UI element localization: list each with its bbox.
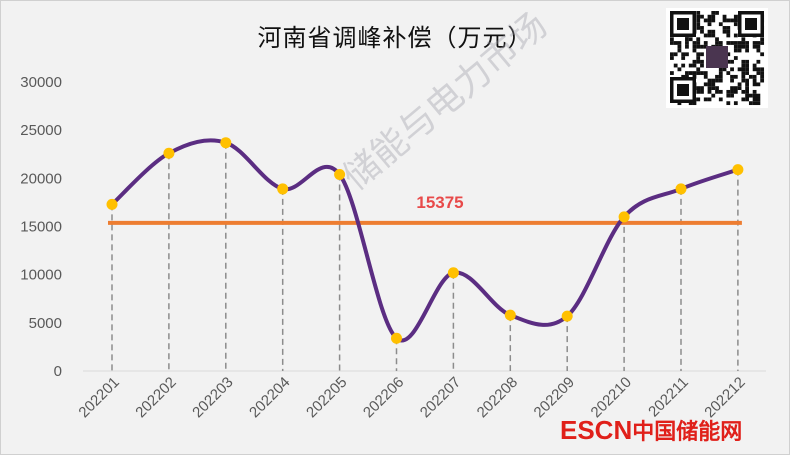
data-point xyxy=(447,267,459,279)
logo-latin: ESCN xyxy=(560,415,633,445)
data-point xyxy=(163,147,175,159)
data-point xyxy=(732,164,744,176)
data-point xyxy=(334,168,346,180)
qr-code-image xyxy=(670,11,765,106)
data-point xyxy=(391,332,402,344)
x-tick-label: 202202 xyxy=(132,374,179,421)
chart-title: 河南省调峰补偿（万元） xyxy=(257,24,533,52)
y-tick-label: 15000 xyxy=(20,219,62,236)
data-point xyxy=(277,183,289,195)
data-point xyxy=(561,310,573,322)
x-tick-label: 202206 xyxy=(360,374,407,421)
y-tick-label: 20000 xyxy=(20,170,62,187)
y-tick-label: 5000 xyxy=(29,315,62,332)
x-tick-label: 202203 xyxy=(189,374,236,421)
x-tick-label: 202205 xyxy=(303,374,350,421)
y-tick-label: 0 xyxy=(54,363,62,380)
qr-code xyxy=(666,8,768,108)
data-point xyxy=(220,137,232,149)
escn-logo: ESCN中国储能网 xyxy=(560,414,742,446)
logo-cn: 中国储能网 xyxy=(632,420,743,445)
x-tick-label: 202204 xyxy=(246,374,293,421)
x-tick-label: 202201 xyxy=(75,374,122,421)
series-line xyxy=(110,138,739,343)
data-point xyxy=(504,309,516,321)
y-tick-label: 10000 xyxy=(20,267,62,284)
data-point xyxy=(618,211,630,223)
average-label: 15375 xyxy=(416,193,463,212)
data-point xyxy=(106,198,118,210)
data-point xyxy=(675,183,687,195)
x-tick-label: 202208 xyxy=(474,374,521,421)
x-tick-label: 202207 xyxy=(417,374,464,421)
y-tick-label: 25000 xyxy=(20,122,62,139)
y-tick-label: 30000 xyxy=(20,74,62,91)
